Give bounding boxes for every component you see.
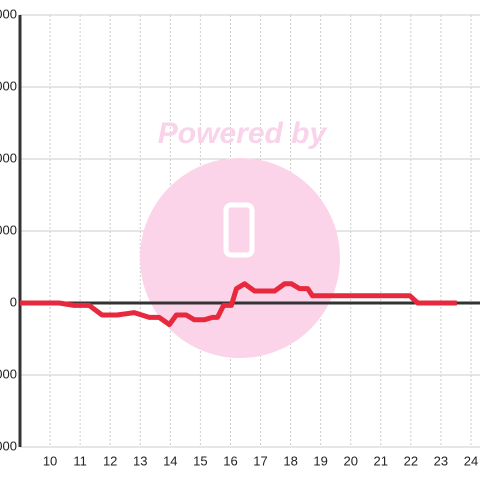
data-line: [20, 281, 457, 328]
watermark-text: Powered by: [158, 117, 328, 150]
x-tick-label: 14: [163, 453, 177, 468]
x-tick-label: 17: [253, 453, 267, 468]
x-tick-label: 24: [464, 453, 478, 468]
x-tick-label: 13: [133, 453, 147, 468]
x-tick-label: 15: [193, 453, 207, 468]
x-tick-label: 22: [404, 453, 418, 468]
x-tick-label: 12: [103, 453, 117, 468]
watermark-icon: [223, 202, 255, 258]
x-tick-label: 11: [73, 453, 87, 468]
x-tick-label: 16: [223, 453, 237, 468]
y-tick-label: 0: [10, 294, 17, 309]
watermark: Powered by: [140, 117, 340, 358]
x-tick-label: 20: [343, 453, 357, 468]
x-tick-label: 19: [313, 453, 327, 468]
y-tick-label: 9,000: [0, 78, 17, 93]
x-tick-label: 21: [374, 453, 388, 468]
y-tick-label: 12,000: [0, 6, 17, 21]
x-tick-label: 10: [43, 453, 57, 468]
y-tick-label: -3,000: [0, 366, 17, 381]
y-tick-label: 3,000: [0, 222, 17, 237]
x-tick-label: 18: [283, 453, 297, 468]
x-tick-label: 23: [434, 453, 448, 468]
watermark-logo: [140, 158, 340, 358]
y-tick-label: -6,000: [0, 438, 17, 453]
y-tick-label: 6,000: [0, 150, 17, 165]
